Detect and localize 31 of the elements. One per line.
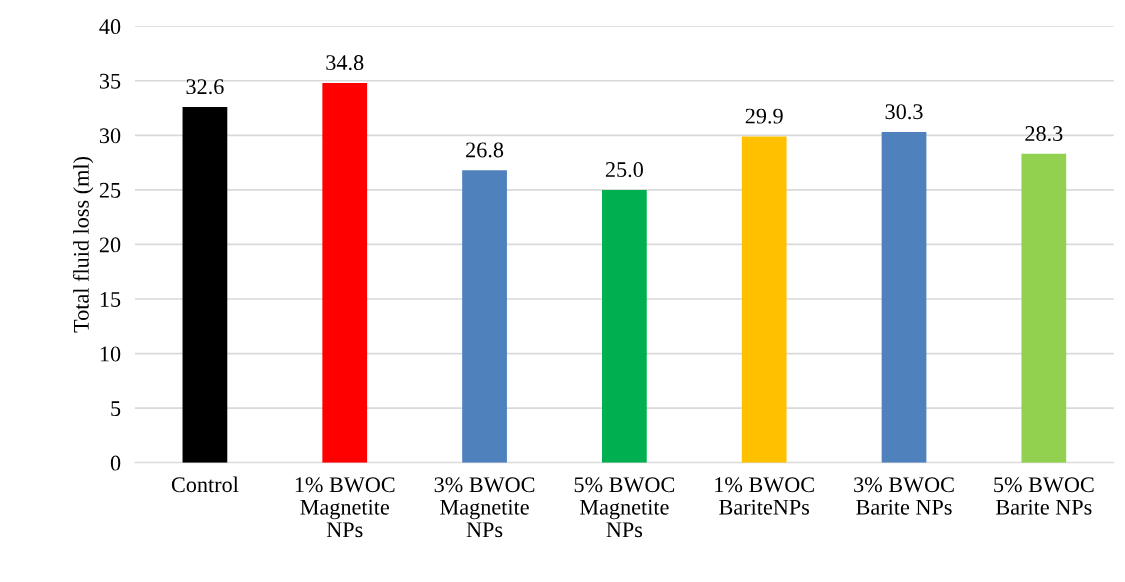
y-tick-label: 25 xyxy=(99,182,121,198)
bar xyxy=(1021,153,1067,463)
y-tick-label: 5 xyxy=(111,401,121,417)
x-tick-label: 3% BWOC Magnetite NPs xyxy=(434,477,535,538)
y-tick-label: 15 xyxy=(100,292,121,307)
data-label: 25.0 xyxy=(605,162,643,178)
data-label: 28.3 xyxy=(1025,126,1063,142)
bar xyxy=(322,82,368,463)
y-tick-label: 40 xyxy=(99,19,121,35)
y-axis-title: Total fluid loss (ml) xyxy=(72,157,94,333)
x-tick-label: Control xyxy=(171,476,239,493)
bar xyxy=(881,132,927,463)
x-tick-label: 3% BWOC Barite NPs xyxy=(854,477,954,515)
bar xyxy=(462,170,507,463)
y-tick-label: 35 xyxy=(99,73,121,89)
x-tick-label: 1% BWOC BariteNPs xyxy=(715,477,814,515)
data-label: 26.8 xyxy=(466,142,504,158)
bar xyxy=(182,106,228,463)
x-tick-label: 1% BWOC Magnetite NPs xyxy=(295,477,395,538)
y-tick-label: 30 xyxy=(99,128,121,144)
x-tick-label: 5% BWOC Magnetite NPs xyxy=(574,477,675,538)
data-label: 32.6 xyxy=(186,79,224,95)
data-label: 30.3 xyxy=(885,104,923,120)
data-label: 29.9 xyxy=(745,108,783,124)
y-tick-label: 0 xyxy=(110,455,121,471)
y-tick-label: 20 xyxy=(99,237,121,253)
bar xyxy=(741,136,787,463)
y-tick-label: 10 xyxy=(100,346,121,362)
x-tick-label: 5% BWOC Barite NPs xyxy=(994,477,1094,515)
bar xyxy=(602,189,647,463)
data-label: 34.8 xyxy=(326,55,364,71)
